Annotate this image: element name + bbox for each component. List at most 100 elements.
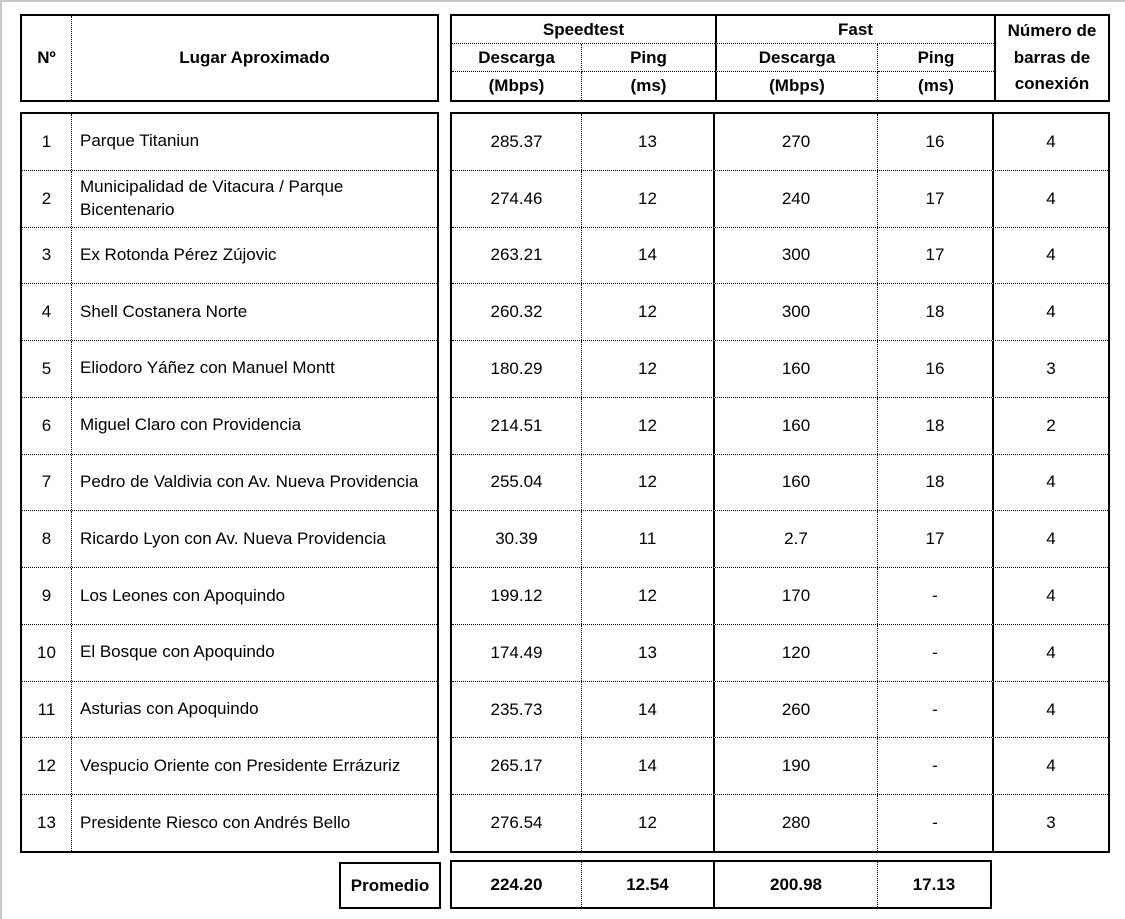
cell-num: 2 [22,170,72,227]
cell-num: 11 [22,681,72,738]
cell-bars: 4 [1046,756,1056,776]
cell-bars: 3 [1046,358,1056,378]
table-row: 4 Shell Costanera Norte [22,283,437,341]
cell-fast-ping: - [878,738,994,795]
cell-st-ping: 14 [582,681,715,738]
cell-fast-descarga: 160 [715,341,878,397]
header-cell-st-ping: Ping [582,44,715,72]
cell-num: 8 [22,511,72,568]
cell-fast-ping: - [878,568,994,624]
table-row-values: 276.54 12 280 - 3 [452,794,1108,851]
cell-num: 4 [22,284,72,341]
table-row: 11 Asturias con Apoquindo [22,680,437,738]
cell-fast-descarga: 120 [715,624,878,681]
promedio-fast-ping: 17.13 [912,874,956,894]
table-row: 9 Los Leones con Apoquindo [22,567,437,624]
cell-num: 12 [22,738,72,795]
cell-st-descarga: 214.51 [452,397,582,454]
cell-st-descarga: 285.37 [452,114,582,170]
table-row: 5 Eliodoro Yáñez con Manuel Montt [22,340,437,397]
promedio-st-descarga: 224.20 [452,862,582,907]
header-unit-st-mbps: (Mbps) [452,72,582,100]
cell-st-ping: 12 [582,397,715,454]
cell-fast-descarga: 270 [715,114,878,170]
cell-place: Ex Rotonda Pérez Zújovic [80,244,277,264]
cell-fast-descarga: 2.7 [715,511,878,568]
table-row: 1 Parque Titaniun [22,114,437,170]
cell-st-ping: 12 [582,454,715,511]
cell-st-descarga: 260.32 [452,284,582,341]
cell-place: Asturias con Apoquindo [80,699,259,719]
cell-st-descarga: 265.17 [452,738,582,795]
cell-place: Miguel Claro con Providencia [80,415,302,435]
cell-st-ping: 12 [582,795,715,851]
header-group-speedtest: Speedtest [452,16,715,44]
table-row-values: 180.29 12 160 16 3 [452,340,1108,397]
cell-fast-descarga: 170 [715,568,878,624]
header-cell-place: Lugar Aproximado [179,48,330,67]
cell-st-descarga: 274.46 [452,170,582,227]
cell-num: 6 [22,397,72,454]
cell-st-ping: 12 [582,568,715,624]
header-group-fast: Fast [715,16,994,44]
cell-bars: 4 [1046,245,1056,265]
cell-fast-ping: 18 [878,454,994,511]
header-unit-st-ms: (ms) [630,76,667,95]
promedio-values-block: 224.20 12.54 200.98 17.13 [450,860,992,909]
cell-bars: 4 [1046,188,1056,208]
cell-fast-descarga: 160 [715,454,878,511]
body-left-block: 1 Parque Titaniun 2 Municipalidad de Vit… [20,112,439,853]
table-row: 12 Vespucio Oriente con Presidente Erráz… [22,737,437,795]
cell-fast-ping: 17 [878,511,994,568]
cell-st-descarga: 30.39 [452,511,582,568]
table-row-values: 199.12 12 170 - 4 [452,567,1108,624]
cell-place: Ricardo Lyon con Av. Nueva Providencia [80,528,386,548]
cell-fast-descarga: 280 [715,795,878,851]
table-row: 2 Municipalidad de Vitacura / Parque Bic… [22,169,437,227]
promedio-label: Promedio [339,862,441,909]
cell-fast-ping: - [878,681,994,738]
cell-bars: 4 [1046,302,1056,322]
cell-place: Los Leones con Apoquindo [80,585,286,605]
table-row: 13 Presidente Riesco con Andrés Bello [22,794,437,851]
cell-fast-ping: 17 [878,227,994,284]
cell-num: 1 [22,114,72,170]
table-row-values: 285.37 13 270 16 4 [452,114,1108,170]
cell-st-ping: 12 [582,170,715,227]
cell-place: Municipalidad de Vitacura / Parque Bicen… [80,176,344,219]
cell-bars: 4 [1046,131,1056,151]
cell-bars: 4 [1046,586,1056,605]
cell-fast-descarga: 260 [715,681,878,738]
cell-bars: 4 [1046,472,1056,492]
cell-fast-descarga: 300 [715,227,878,284]
cell-place: Presidente Riesco con Andrés Bello [80,812,351,832]
cell-bars: 2 [1046,415,1056,435]
cell-fast-descarga: 240 [715,170,878,227]
promedio-st-ping: 12.54 [582,862,715,907]
cell-place: El Bosque con Apoquindo [80,642,275,662]
cell-st-ping: 11 [582,511,715,568]
cell-num: 9 [22,568,72,624]
header-cell-fast-descarga: Descarga [715,44,878,72]
cell-fast-descarga: 160 [715,397,878,454]
cell-st-descarga: 180.29 [452,341,582,397]
cell-place: Parque Titaniun [80,131,200,151]
cell-st-ping: 12 [582,284,715,341]
table-row-values: 235.73 14 260 - 4 [452,680,1108,738]
cell-place: Eliodoro Yáñez con Manuel Montt [80,358,335,378]
header-unit-fast-ms: (ms) [918,76,954,95]
cell-st-descarga: 255.04 [452,454,582,511]
cell-fast-ping: 18 [878,397,994,454]
cell-bars: 3 [1046,813,1056,833]
cell-num: 3 [22,227,72,284]
cell-fast-descarga: 300 [715,284,878,341]
cell-fast-ping: 17 [878,170,994,227]
header-cell-bars: Número de barras de conexión [994,16,1108,100]
table-row-values: 274.46 12 240 17 4 [452,169,1108,227]
cell-place: Pedro de Valdivia con Av. Nueva Providen… [80,472,419,491]
header-cell-st-descarga: Descarga [452,44,582,72]
header-unit-fast-mbps: (Mbps) [715,72,878,100]
cell-st-descarga: 174.49 [452,624,582,681]
cell-bars: 4 [1046,642,1056,662]
cell-num: 13 [22,795,72,851]
